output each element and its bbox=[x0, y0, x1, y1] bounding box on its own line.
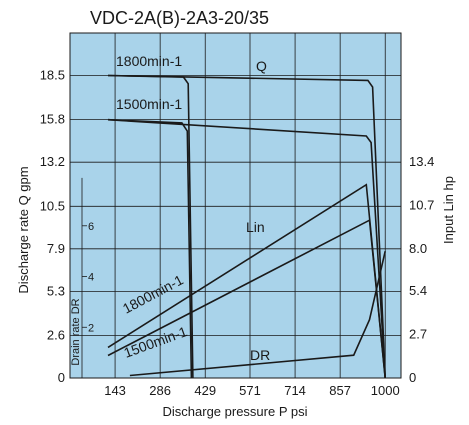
q-curve bbox=[107, 74, 386, 379]
y-right-tick-labels: 0 2.7 5.4 8.0 10.7 13.4 bbox=[409, 154, 434, 385]
q-series-label: Q bbox=[256, 58, 267, 74]
y-left-tick-label: 13.2 bbox=[40, 154, 65, 169]
drain-tick-label: 4 bbox=[88, 272, 94, 284]
y-left-tick-label: 2.6 bbox=[47, 327, 65, 342]
drain-axis-label: Drain rate DR bbox=[70, 298, 82, 365]
rpm1500-top-label: 1500min-1 bbox=[116, 96, 182, 112]
rpm1800-top-label: 1800min-1 bbox=[116, 53, 182, 69]
y-right-axis-label: Input Lin hp bbox=[441, 176, 456, 244]
plot-background bbox=[69, 32, 402, 379]
x-tick-label: 714 bbox=[284, 383, 306, 398]
y-left-tick-label: 10.5 bbox=[40, 198, 65, 213]
dr-series-label: DR bbox=[250, 347, 270, 363]
dr-curve bbox=[129, 251, 386, 377]
lin-series-label: Lin bbox=[246, 219, 265, 235]
y-right-tick-label: 2.7 bbox=[409, 327, 427, 342]
y-right-tick-label: 10.7 bbox=[409, 198, 434, 213]
y-left-axis-label: Discharge rate Q gpm bbox=[16, 166, 31, 293]
x-tick-label: 571 bbox=[239, 383, 261, 398]
chart-title: VDC-2A(B)-2A3-20/35 bbox=[90, 8, 269, 28]
x-tick-label: 857 bbox=[329, 383, 351, 398]
y-right-tick-label: 5.4 bbox=[409, 283, 427, 298]
y-right-tick-label: 8.0 bbox=[409, 241, 427, 256]
drain-tick-label: 6 bbox=[88, 221, 94, 233]
lin-curve bbox=[107, 218, 386, 379]
y-right-tick-label: 0 bbox=[409, 370, 416, 385]
x-tick-label: 429 bbox=[194, 383, 216, 398]
y-left-tick-label: 18.5 bbox=[40, 68, 65, 83]
y-right-tick-label: 13.4 bbox=[409, 154, 434, 169]
drain-tick-label: 2 bbox=[88, 322, 94, 334]
x-tick-label: 1000 bbox=[371, 383, 400, 398]
y-left-tick-label: 15.8 bbox=[40, 112, 65, 127]
x-axis-label: Discharge pressure P psi bbox=[163, 404, 308, 419]
x-tick-labels: 143 286 429 571 714 857 1000 bbox=[104, 383, 399, 398]
series-lines bbox=[107, 74, 386, 379]
grid bbox=[70, 33, 401, 378]
y-left-tick-label: 5.3 bbox=[47, 283, 65, 298]
y-left-tick-label: 7.9 bbox=[47, 241, 65, 256]
q-curve bbox=[107, 118, 386, 379]
x-tick-label: 286 bbox=[149, 383, 171, 398]
x-tick-label: 143 bbox=[104, 383, 126, 398]
y-left-tick-label: 0 bbox=[58, 370, 65, 385]
y-left-tick-labels: 0 2.6 5.3 7.9 10.5 13.2 15.8 18.5 bbox=[40, 68, 65, 385]
drain-tick-labels: 2 4 6 bbox=[81, 177, 94, 378]
